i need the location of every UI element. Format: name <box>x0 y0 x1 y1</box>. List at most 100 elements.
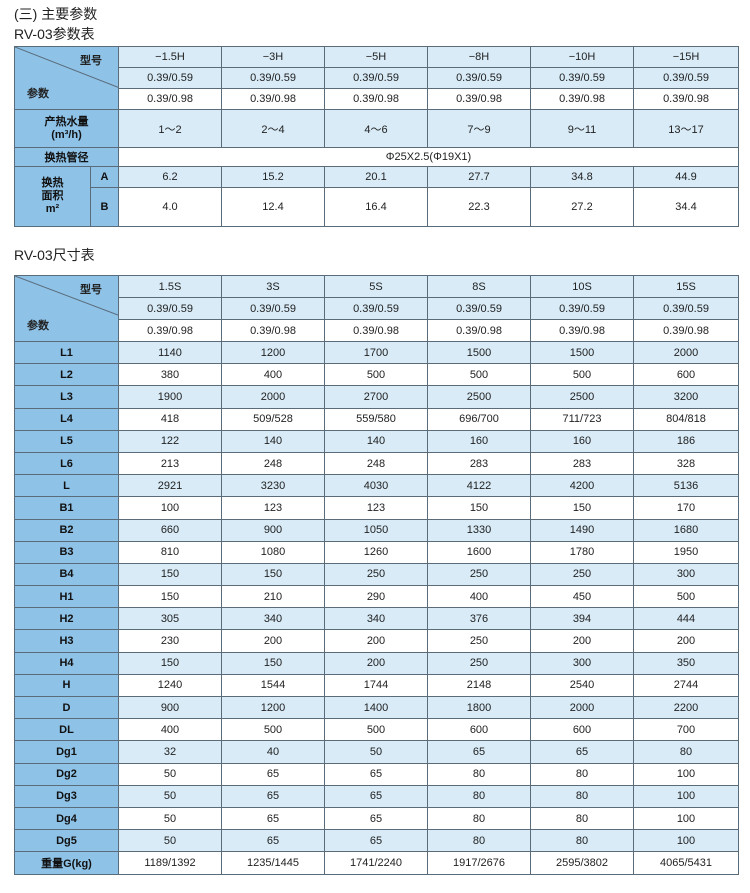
pressure-cell: 0.39/0.98 <box>118 319 222 342</box>
table-row: D 900 1200 1400 1800 2000 2200 <box>14 695 739 720</box>
table-cell: 80 <box>427 806 531 831</box>
table-cell: 600 <box>530 718 634 742</box>
pressure-cell: 0.39/0.59 <box>427 297 531 320</box>
table-cell: 1330 <box>427 518 531 542</box>
table-cell: 140 <box>324 429 428 453</box>
pressure-cell: 0.39/0.98 <box>427 319 531 342</box>
table-cell: 340 <box>221 607 325 631</box>
table-cell: 50 <box>118 806 222 831</box>
table-cell: 340 <box>324 607 428 631</box>
pressure-cell: 0.39/0.59 <box>324 297 428 320</box>
row-label: L4 <box>14 407 119 431</box>
pressure-cell: 0.39/0.98 <box>118 88 222 110</box>
table-cell: 2500 <box>530 385 634 409</box>
water-output-cell: 2～4 <box>221 109 325 148</box>
table-cell: 50 <box>118 762 222 786</box>
pressure-cell: 0.39/0.98 <box>324 88 428 110</box>
table-cell: 250 <box>530 562 634 587</box>
table-cell: 65 <box>530 740 634 764</box>
table-cell: 210 <box>221 585 325 609</box>
table-cell: 283 <box>427 451 531 476</box>
area-b-cell: 4.0 <box>118 187 222 227</box>
table-cell: 250 <box>427 562 531 587</box>
table-cell: 700 <box>633 718 739 742</box>
table-cell: 200 <box>633 629 739 653</box>
area-a-cell: 6.2 <box>118 166 222 188</box>
area-a-cell: 34.8 <box>530 166 634 188</box>
area-b-label: B <box>90 187 119 227</box>
row-label: H1 <box>14 585 119 609</box>
table-cell: 300 <box>633 562 739 587</box>
pressure-cell: 0.39/0.98 <box>633 319 739 342</box>
table-cell: 2148 <box>427 673 531 698</box>
table-cell: 400 <box>221 363 325 387</box>
row-label: H4 <box>14 651 119 675</box>
table-cell: 4200 <box>530 474 634 498</box>
table-row: L 2921 3230 4030 4122 4200 5136 <box>14 474 739 498</box>
table-cell: 380 <box>118 363 222 387</box>
water-output-cell: 4～6 <box>324 109 428 148</box>
table-cell: 250 <box>427 651 531 675</box>
table-cell: 2540 <box>530 673 634 698</box>
table-cell: 559/580 <box>324 407 428 431</box>
area-b-cell: 16.4 <box>324 187 428 227</box>
table-cell: 1235/1445 <box>221 851 325 875</box>
table-cell: 376 <box>427 607 531 631</box>
row-label: Dg4 <box>14 806 119 831</box>
model-header: −5H <box>324 46 428 68</box>
table-cell: 80 <box>633 740 739 764</box>
model-header: 3S <box>221 275 325 298</box>
table-row: L5 122 140 140 160 160 186 <box>14 429 739 453</box>
table-cell: 200 <box>324 629 428 653</box>
table-cell: 213 <box>118 451 222 476</box>
area-a-cell: 44.9 <box>633 166 739 188</box>
table-cell: 123 <box>324 496 428 520</box>
table-cell: 1800 <box>427 695 531 720</box>
water-output-cell: 1～2 <box>118 109 222 148</box>
table-cell: 160 <box>530 429 634 453</box>
table-cell: 100 <box>633 829 739 853</box>
pressure-cell: 0.39/0.59 <box>118 67 222 89</box>
table-cell: 200 <box>324 651 428 675</box>
pressure-cell: 0.39/0.59 <box>633 67 739 89</box>
table-cell: 150 <box>118 562 222 587</box>
table-cell: 444 <box>633 607 739 631</box>
pressure-cell: 0.39/0.98 <box>221 88 325 110</box>
table-cell: 200 <box>221 629 325 653</box>
model-header: −10H <box>530 46 634 68</box>
table-cell: 150 <box>427 496 531 520</box>
table-corner-header: 型号 参数 <box>14 46 119 110</box>
table-row: B3 810 1080 1260 1600 1780 1950 <box>14 540 739 564</box>
pressure-cell: 0.39/0.59 <box>324 67 428 89</box>
table-cell: 65 <box>324 806 428 831</box>
table-cell: 160 <box>427 429 531 453</box>
table-cell: 65 <box>221 762 325 786</box>
water-output-label: 产热水量 (m³/h) <box>14 109 119 148</box>
area-b-cell: 27.2 <box>530 187 634 227</box>
row-label: Dg1 <box>14 740 119 764</box>
table-cell: 248 <box>324 451 428 476</box>
table-cell: 328 <box>633 451 739 476</box>
row-label: Dg5 <box>14 829 119 853</box>
table-row: L4 418 509/528 559/580 696/700 711/723 804/818 <box>14 407 739 431</box>
table-cell: 230 <box>118 629 222 653</box>
heat-area-label-unit: m² <box>45 203 60 215</box>
pressure-cell: 0.39/0.59 <box>633 297 739 320</box>
table-cell: 500 <box>324 363 428 387</box>
table-cell: 450 <box>530 585 634 609</box>
params-table: 型号 参数 −1.5H −3H −5H −8H −10H −15H 0.39/0… <box>14 46 739 227</box>
table-cell: 2595/3802 <box>530 851 634 875</box>
table-cell: 100 <box>633 784 739 808</box>
row-label: B2 <box>14 518 119 542</box>
area-b-cell: 22.3 <box>427 187 531 227</box>
table-row: H4 150 150 200 250 300 350 <box>14 651 739 675</box>
row-label: B4 <box>14 562 119 587</box>
row-label: L <box>14 474 119 498</box>
tube-diameter-value: Φ25X2.5(Φ19X1) <box>118 147 739 167</box>
row-label: L3 <box>14 385 119 409</box>
table-cell: 900 <box>118 695 222 720</box>
table-row: Dg4 50 65 65 80 80 100 <box>14 806 739 831</box>
table-cell: 696/700 <box>427 407 531 431</box>
pressure-cell: 0.39/0.59 <box>427 67 531 89</box>
table-cell: 250 <box>427 629 531 653</box>
